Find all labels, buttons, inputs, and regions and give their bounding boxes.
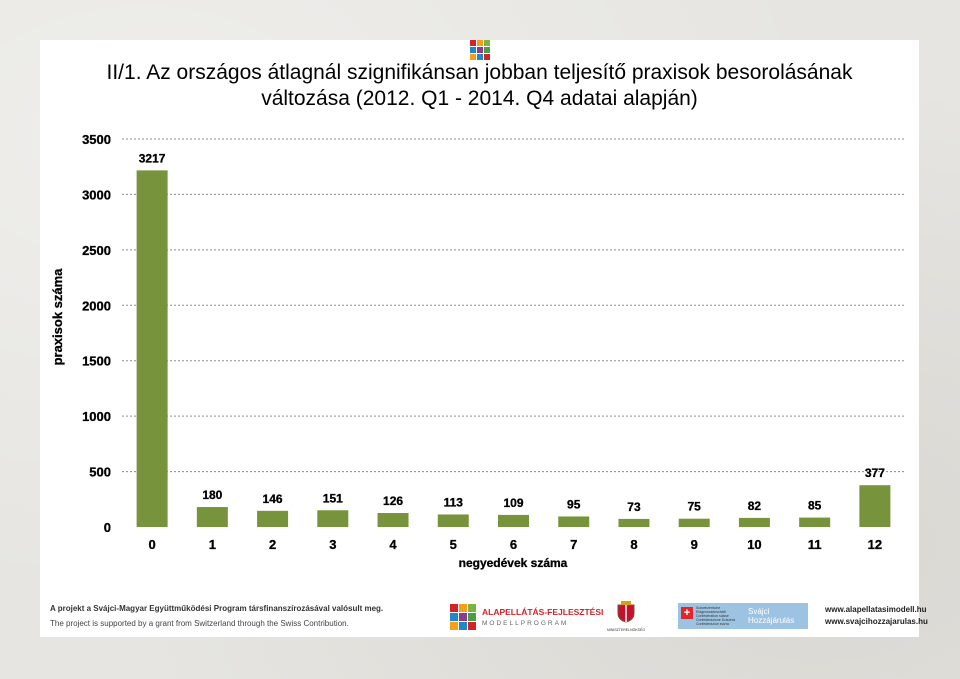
bar (196, 507, 228, 527)
data-label: 75 (688, 500, 702, 514)
brand-line-2: MODELLPROGRAM (482, 620, 569, 627)
coat-of-arms-icon (617, 601, 635, 623)
x-tick-label: 11 (808, 537, 822, 552)
y-tick-label: 2500 (82, 243, 111, 258)
x-tick-label: 4 (389, 537, 397, 552)
data-label: 82 (748, 499, 762, 513)
swiss-flag-icon: + (681, 607, 693, 619)
bar (377, 513, 409, 527)
y-tick-label: 2000 (82, 298, 111, 313)
x-tick-label: 12 (868, 537, 882, 552)
title-line-2: változása (2012. Q1 - 2014. Q4 adatai al… (261, 87, 698, 110)
url-alapellatas[interactable]: www.alapellatasimodell.hu (825, 605, 927, 614)
bar (738, 517, 770, 527)
data-labels: 3217 180 146 151 126 113 109 95 73 75 82 85 377 (139, 151, 886, 514)
footer-text-en: The project is supported by a grant from… (50, 619, 349, 628)
data-label: 73 (627, 500, 641, 514)
y-tick-label: 1500 (82, 354, 111, 369)
y-tick-label: 0 (104, 520, 111, 535)
bar (317, 510, 349, 527)
modellprogram-logo-icon (450, 604, 476, 630)
x-tick-label: 6 (510, 537, 517, 552)
bar (136, 170, 168, 528)
program-logo-icon (470, 40, 490, 60)
bar (498, 514, 529, 527)
bar (257, 510, 289, 527)
x-tick-label: 3 (329, 537, 336, 552)
x-tick-label: 1 (209, 537, 216, 552)
data-label: 146 (263, 492, 283, 506)
y-axis-label: praxisok száma (50, 268, 65, 366)
x-axis-label: negyedévek száma (459, 556, 568, 570)
url-svajci[interactable]: www.svajcihozzajarulas.hu (825, 617, 928, 626)
y-tick-label: 3000 (82, 187, 111, 202)
data-label: 85 (808, 499, 822, 513)
footer-urls: www.alapellatasimodell.hu www.svajcihozz… (825, 604, 928, 628)
ministry-crest: MINISZTERELNÖKSÉG (605, 601, 647, 632)
swiss-brand-line-1: Svájci (748, 607, 770, 616)
y-tick-label: 500 (89, 465, 111, 480)
data-label: 109 (503, 496, 523, 510)
x-tick-label: 5 (450, 537, 457, 552)
footer-text-hu: A projekt a Svájci-Magyar Együttműködési… (50, 604, 384, 613)
swiss-contribution-banner: + Schweizerische Eidgenossenschaft Confé… (678, 603, 808, 629)
x-tick-label: 0 (148, 537, 155, 552)
bar (799, 517, 831, 527)
data-label: 180 (202, 488, 222, 502)
data-label: 113 (444, 495, 464, 509)
swiss-brand: Svájci Hozzájárulás (748, 607, 794, 625)
bar (859, 485, 891, 527)
slide: II/1. Az országos átlagnál szignifikánsa… (40, 40, 928, 637)
x-tick-label: 10 (747, 537, 761, 552)
bar (678, 518, 710, 527)
data-label: 3217 (139, 151, 166, 165)
chart-title: II/1. Az országos átlagnál szignifikánsa… (40, 60, 919, 112)
swiss-confederation-text: Schweizerische Eidgenossenschaft Confédé… (696, 606, 736, 626)
bar (558, 516, 590, 527)
data-label: 377 (865, 466, 885, 480)
swiss-brand-line-2: Hozzájárulás (748, 616, 795, 625)
y-tick-labels: 0 500 1000 1500 2000 2500 3000 3500 (82, 132, 111, 535)
x-tick-label: 8 (630, 537, 637, 552)
x-tick-label: 9 (691, 537, 698, 552)
y-tick-label: 1000 (82, 409, 111, 424)
x-tick-label: 2 (269, 537, 276, 552)
x-tick-label: 7 (570, 537, 577, 552)
ministry-name: MINISZTERELNÖKSÉG (606, 628, 646, 632)
title-line-1: II/1. Az országos átlagnál szignifikánsa… (106, 61, 853, 84)
data-label: 126 (383, 494, 403, 508)
x-tick-labels: 0 1 2 3 4 5 6 7 8 9 10 11 12 (148, 537, 882, 552)
bars (136, 170, 891, 528)
data-label: 151 (323, 491, 343, 505)
data-label: 95 (567, 497, 581, 511)
y-tick-label: 3500 (82, 132, 111, 147)
footer: A projekt a Svájci-Magyar Együttműködési… (40, 595, 928, 637)
bar (618, 518, 650, 527)
bar (437, 514, 469, 527)
gridlines (122, 138, 905, 473)
brand-line-1: ALAPELLÁTÁS-FEJLESZTÉSI (482, 607, 604, 617)
